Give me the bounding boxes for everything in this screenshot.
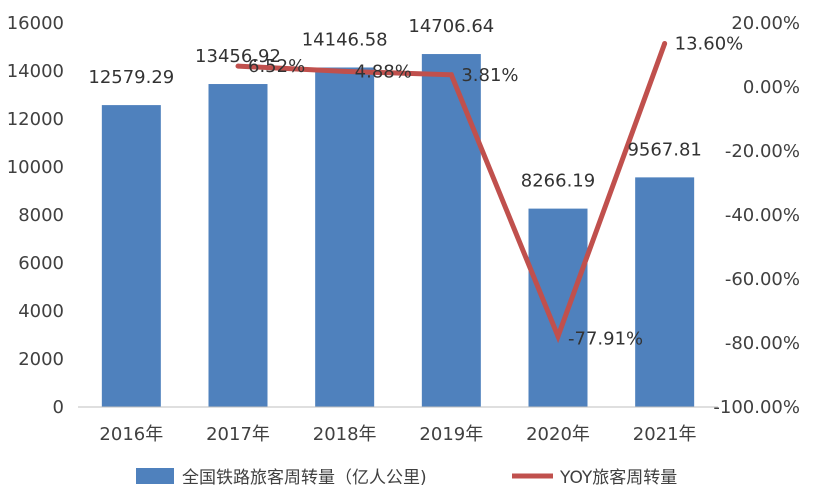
legend-label-line: YOY旅客周转量 (559, 468, 677, 488)
line-value-label: -77.91% (568, 328, 643, 349)
left-tick-label: 10000 (7, 157, 64, 178)
line-point (235, 63, 241, 69)
left-y-axis: 0 2000 4000 6000 8000 10000 12000 14000 16000 (7, 13, 64, 418)
line-point (342, 68, 348, 74)
x-tick-label: 2020年 (526, 424, 590, 445)
x-tick-label: 2021年 (633, 424, 697, 445)
right-y-axis: -100.00% -80.00% -60.00% -40.00% -20.00% 0.00… (713, 13, 800, 418)
bar (315, 67, 375, 407)
bar-value-label: 14706.64 (408, 16, 494, 37)
right-tick-label: 20.00% (731, 13, 800, 34)
line-value-label: 3.81% (461, 65, 518, 86)
bar (101, 105, 161, 407)
left-tick-label: 0 (53, 397, 64, 418)
legend-swatch-bar (136, 468, 174, 484)
left-tick-label: 12000 (7, 109, 64, 130)
left-tick-label: 8000 (18, 205, 64, 226)
bar-series (101, 54, 695, 407)
bar-value-label: 13456.92 (195, 46, 281, 67)
line-point (448, 72, 454, 78)
left-tick-label: 14000 (7, 61, 64, 82)
bar-value-label: 8266.19 (521, 171, 595, 192)
right-tick-label: -40.00% (725, 205, 800, 226)
bar (635, 177, 695, 407)
x-tick-label: 2018年 (313, 424, 377, 445)
legend-label-bar: 全国铁路旅客周转量（亿人公里) (182, 468, 427, 488)
line-value-label: 13.60% (675, 33, 744, 54)
bar-value-label: 12579.29 (88, 67, 174, 88)
x-tick-label: 2019年 (419, 424, 483, 445)
bar (208, 84, 268, 407)
right-tick-label: -80.00% (725, 333, 800, 354)
right-tick-label: -60.00% (725, 269, 800, 290)
x-axis: 2016年 2017年 2018年 2019年 2020年 2021年 (78, 406, 718, 445)
x-tick-label: 2016年 (99, 424, 163, 445)
left-tick-label: 2000 (18, 349, 64, 370)
x-tick-label: 2017年 (206, 424, 270, 445)
bar-value-label: 9567.81 (627, 139, 701, 160)
left-tick-label: 6000 (18, 253, 64, 274)
line-point (555, 333, 561, 339)
legend: 全国铁路旅客周转量（亿人公里) YOY旅客周转量 (136, 468, 677, 488)
line-point (662, 40, 668, 46)
bar-value-label: 14146.58 (302, 29, 388, 50)
right-tick-label: -100.00% (713, 397, 800, 418)
right-tick-label: -20.00% (725, 141, 800, 162)
data-labels: 12579.29 13456.92 14146.58 14706.64 8266.19 9… (88, 16, 743, 349)
line-series (235, 40, 668, 344)
left-tick-label: 4000 (18, 301, 64, 322)
bar (528, 208, 588, 407)
right-tick-label: 0.00% (743, 77, 800, 98)
line-value-label: 4.88% (355, 61, 412, 82)
left-tick-label: 16000 (7, 13, 64, 34)
bar (421, 54, 481, 407)
line-value-label: 6.52% (248, 56, 305, 77)
